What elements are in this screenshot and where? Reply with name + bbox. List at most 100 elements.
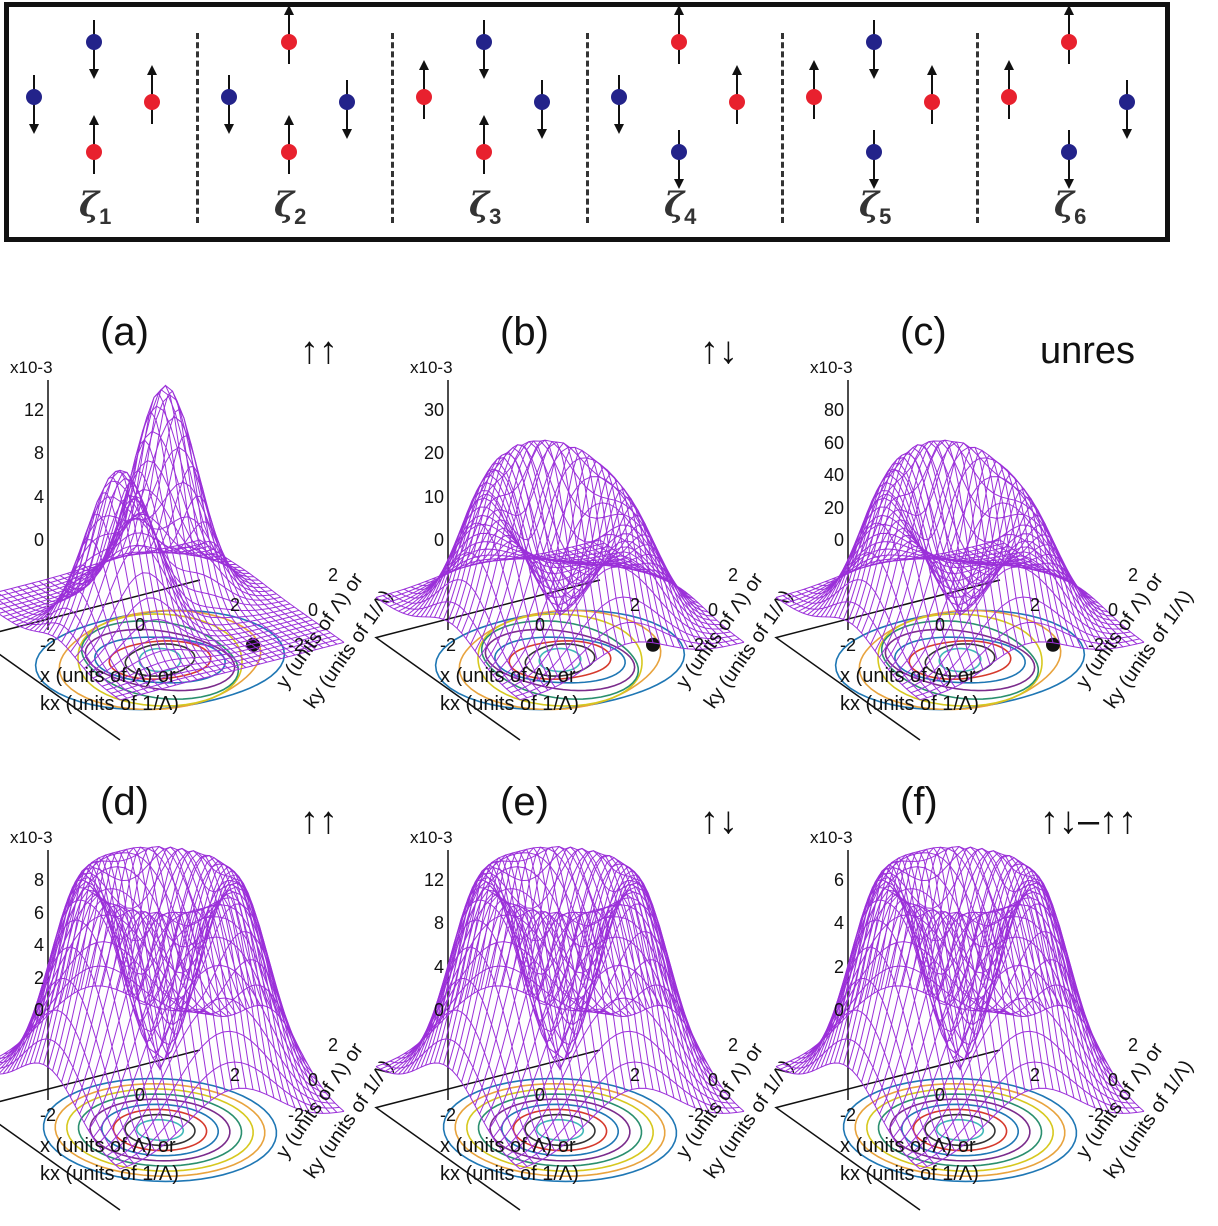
surface-mesh-line	[16, 405, 241, 626]
z-tick-label: 20	[423, 443, 444, 464]
density-svg	[0, 380, 345, 741]
contour-line	[66, 1088, 254, 1172]
surface-mesh-line	[908, 846, 1054, 1090]
surface-mesh-line	[936, 847, 1082, 1102]
panel-label: (b)	[500, 310, 549, 354]
scale-exponent: x10-3	[810, 828, 853, 847]
spin-down-site	[671, 144, 687, 160]
spin-down-site	[476, 34, 492, 50]
surface-mesh-line	[452, 866, 677, 1071]
contour-line	[480, 620, 640, 700]
base-axes	[774, 1049, 1001, 1211]
z-tick-label: 6	[33, 902, 44, 923]
surface-mesh-line	[592, 984, 738, 1113]
surface-mesh-line	[501, 533, 727, 686]
surface-mesh-line	[88, 618, 313, 674]
surface-mesh-line	[992, 984, 1138, 1113]
surface-mesh-line	[985, 959, 1131, 1114]
surface-mesh-line	[897, 502, 1122, 681]
z-tick-label: 4	[33, 935, 44, 955]
contour-line	[512, 1108, 608, 1152]
kx-axis-label: kx (units of 1/Λ)	[440, 1163, 579, 1185]
surface-mesh-line	[171, 546, 317, 651]
surface-mesh-line	[906, 566, 1131, 690]
surface-mesh-line	[978, 931, 1124, 1114]
x-tick-label: 2	[230, 595, 241, 615]
surface-mesh-line	[883, 897, 1109, 1123]
surface-mesh-line	[110, 1030, 336, 1162]
config-label: ζ4	[664, 185, 697, 229]
surface-mesh-line	[865, 440, 1091, 639]
surface-mesh-line	[83, 897, 309, 1123]
surface-mesh-line	[578, 544, 724, 648]
surface-mesh-line	[106, 632, 331, 691]
surface-mesh-line	[964, 879, 1110, 1113]
x-tick-label: 2	[1030, 1065, 1041, 1085]
surface-mesh-line	[897, 936, 1122, 1145]
scale-exponent: x10-3	[10, 358, 53, 377]
z-tick-label: 20	[823, 497, 844, 518]
spin-up-site	[1061, 34, 1077, 50]
surface-mesh-line	[185, 543, 331, 647]
surface-mesh-line	[515, 1061, 740, 1166]
surface-mesh-line	[199, 1004, 345, 1112]
spin-channel-label: ↑↓	[700, 800, 738, 842]
z-tick-label: 60	[823, 432, 844, 453]
spin-down-site	[339, 94, 355, 110]
surface-mesh-line	[957, 544, 1103, 650]
x-axis-label: x (units of Λ) or	[40, 1135, 176, 1157]
spin-up-site	[729, 94, 745, 110]
surface-mesh-line	[888, 457, 1113, 670]
surface-mesh-line	[47, 863, 273, 1071]
surface-mesh-line	[901, 473, 1047, 643]
contour-line	[894, 636, 1026, 684]
contour-line	[84, 628, 236, 692]
y-tick-label: -2	[1088, 635, 1105, 655]
surface-mesh-line	[564, 879, 710, 1113]
z-tick-label: 8	[33, 870, 44, 890]
surface-mesh-line	[497, 502, 722, 681]
contour-line	[535, 1118, 585, 1142]
surface-mesh-line	[915, 621, 1140, 697]
x-tick-label: -2	[840, 635, 857, 655]
x-axis-label: x (units of Λ) or	[440, 665, 576, 687]
surface-mesh-line	[901, 533, 1127, 686]
surface-mesh-line	[483, 897, 709, 1123]
surface-mesh-line	[157, 863, 303, 1111]
surface-mesh-line	[88, 904, 313, 1131]
contour-line	[135, 1118, 185, 1142]
surface-mesh-line	[178, 931, 324, 1114]
surface-mesh-line	[894, 848, 1040, 1089]
x-tick-label: 0	[135, 1085, 146, 1105]
density-svg	[774, 380, 1145, 741]
x-tick-label: 2	[630, 1065, 641, 1085]
surface-mesh-line	[456, 446, 682, 629]
surface-mesh-line	[964, 548, 1110, 650]
contour-line	[42, 1077, 278, 1183]
y-tick-label: 0	[708, 1070, 719, 1090]
surface-mesh-line	[506, 997, 731, 1157]
spin-channel-label: ↑↑	[300, 330, 338, 372]
kx-axis-label: kx (units of 1/Λ)	[40, 693, 179, 715]
x-tick-label: 0	[535, 1085, 546, 1105]
surface-mesh-line	[47, 480, 273, 635]
surface-mesh-line	[847, 863, 1073, 1071]
base-axes	[0, 1049, 201, 1211]
surface-mesh-line	[919, 641, 1145, 701]
surface-mesh-line	[950, 534, 1096, 650]
surface-mesh-line	[92, 622, 318, 679]
surface-mesh-line	[143, 465, 289, 658]
panel-label: (c)	[900, 310, 947, 354]
panel-label: (f)	[900, 780, 938, 824]
spin-up-site	[806, 89, 822, 105]
z-tick-label: 4	[833, 913, 844, 934]
contour-line	[858, 609, 1062, 711]
y-tick-label: 0	[1108, 600, 1119, 620]
surface-mesh-line	[192, 984, 338, 1113]
x-tick-label: 2	[1030, 595, 1041, 615]
contour-line	[112, 1108, 208, 1152]
z-tick-label: 0	[33, 1000, 44, 1020]
spin-channel-label: ↑↓	[700, 330, 738, 372]
scale-exponent: x10-3	[810, 358, 853, 377]
surface-mesh-line	[519, 641, 745, 701]
